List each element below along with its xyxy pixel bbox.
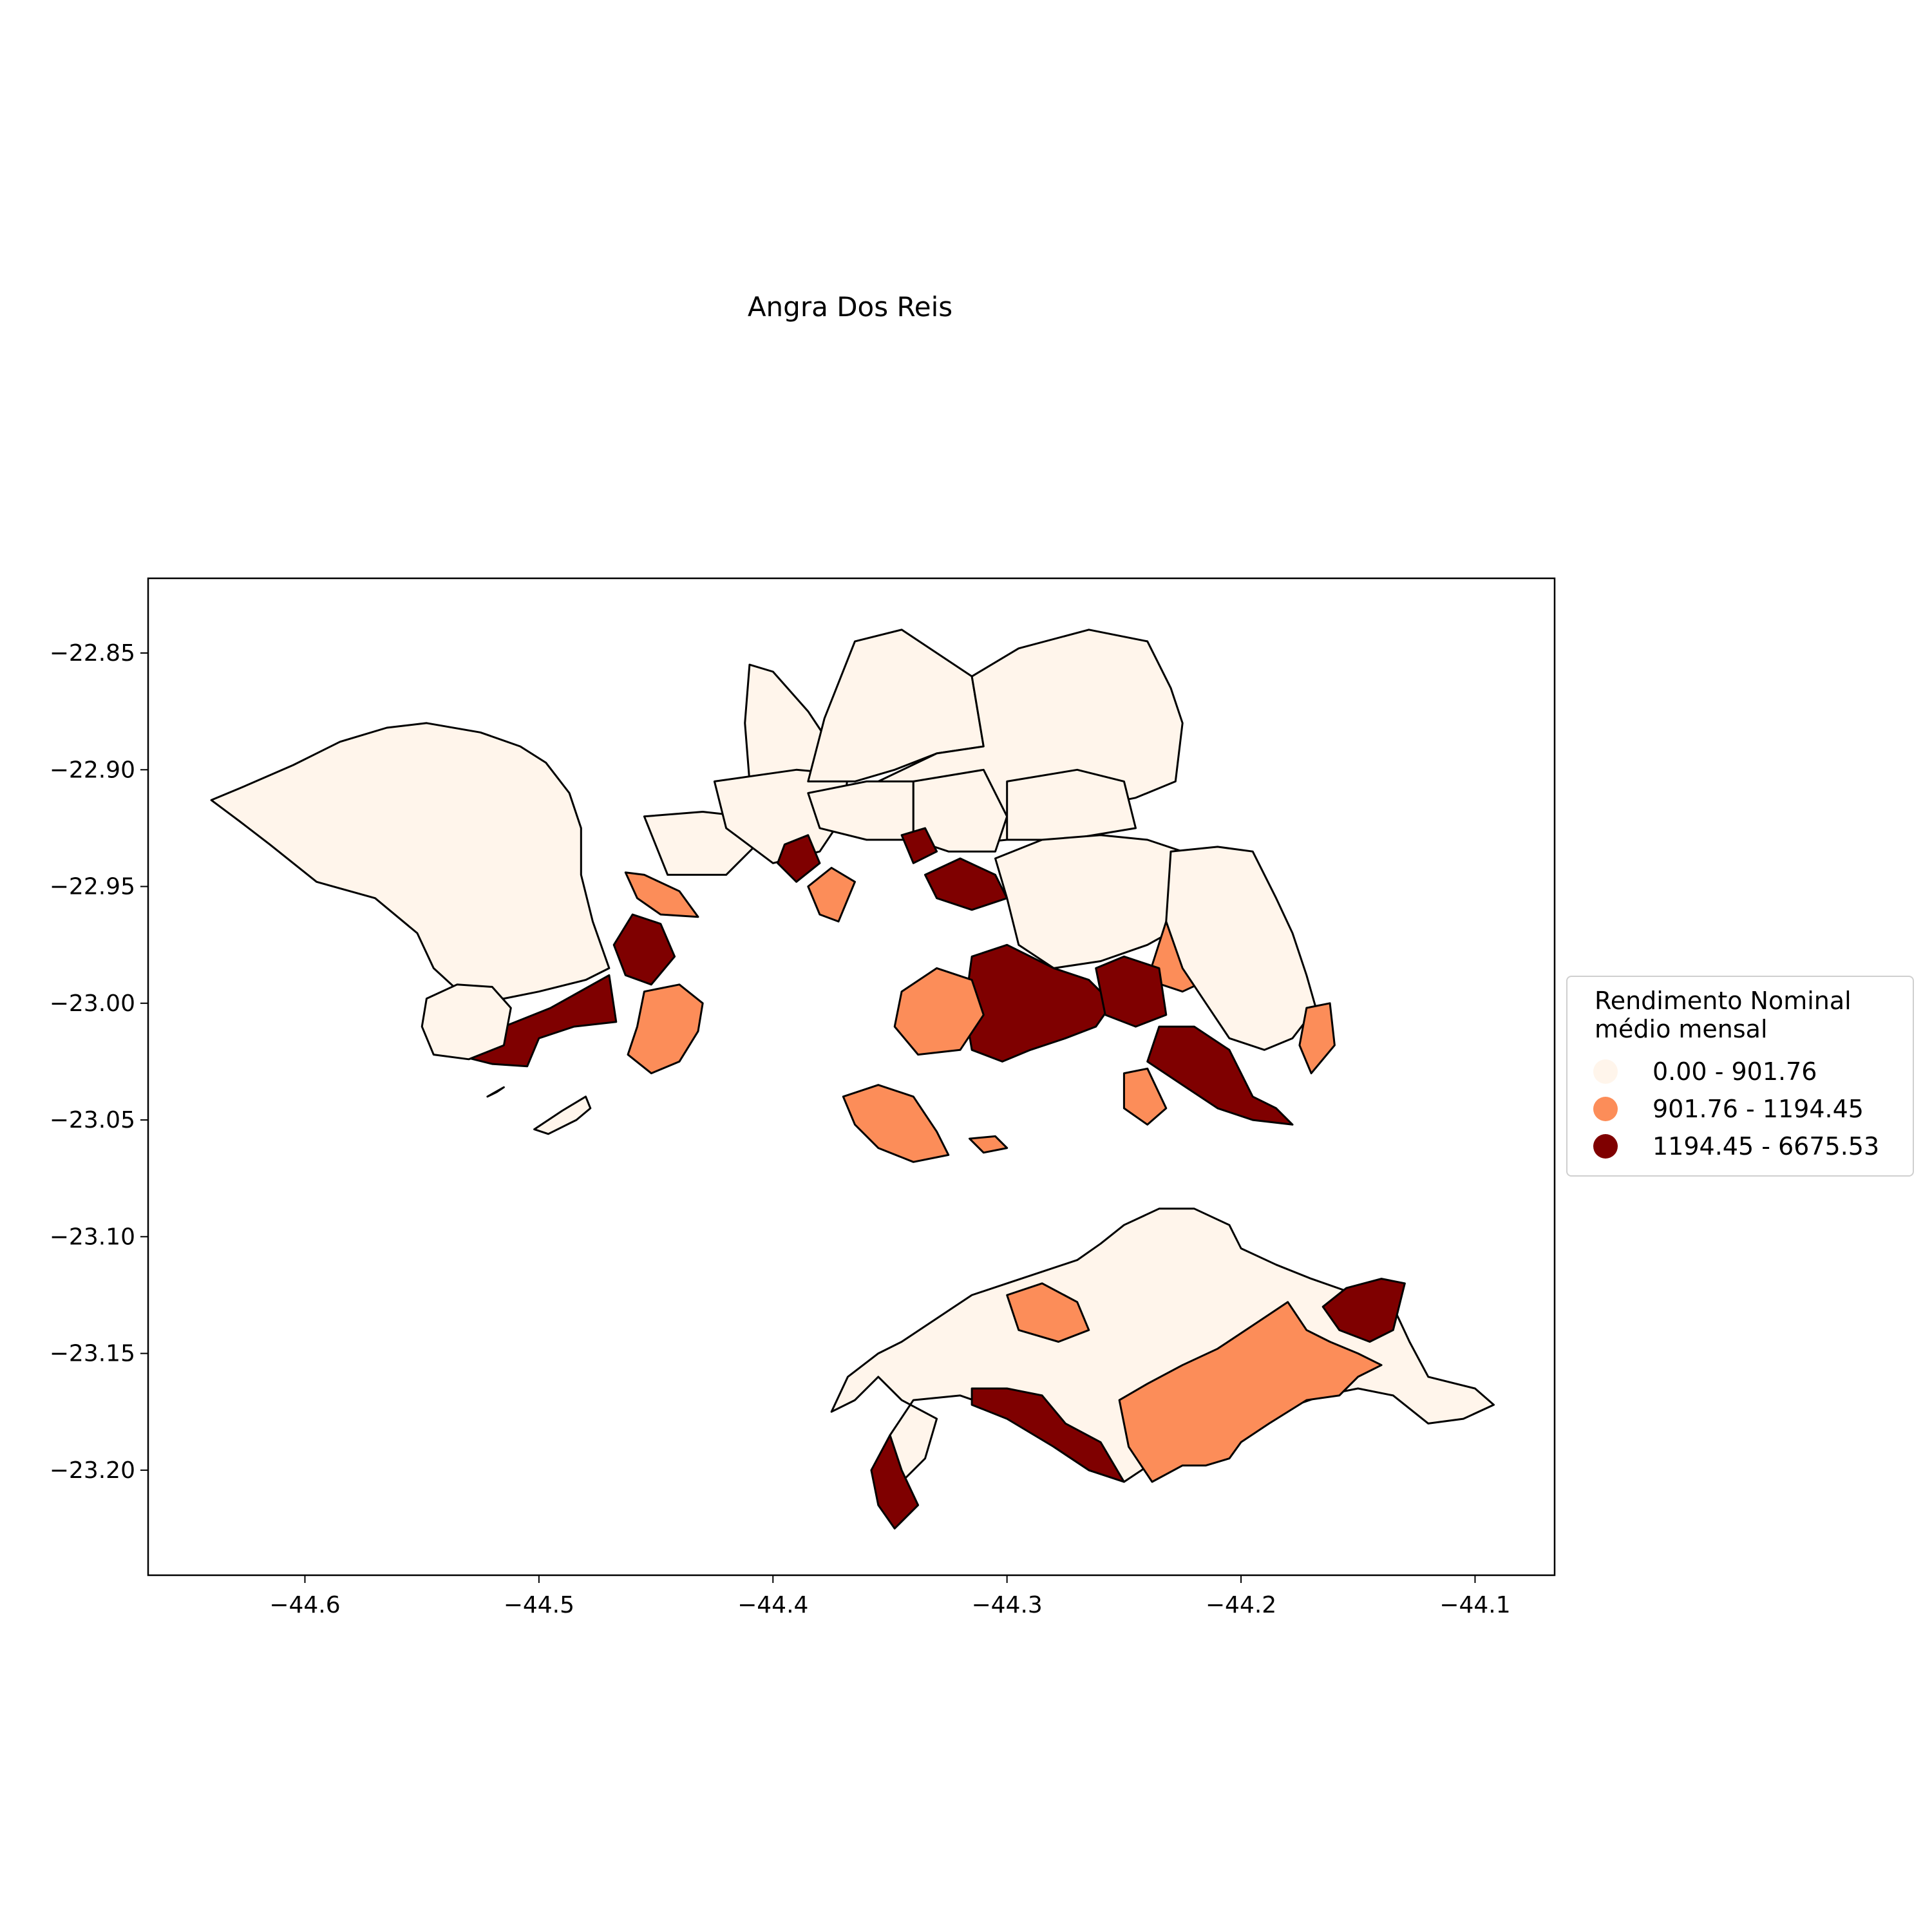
region-north-dark-2 bbox=[900, 827, 938, 864]
x-tick-label-4: −44.2 bbox=[1206, 1592, 1276, 1618]
legend-swatch-3 bbox=[1593, 1134, 1618, 1159]
legend-item-3: 1194.45 - 6675.53 bbox=[1593, 1128, 1879, 1165]
region-west-south-cluster bbox=[421, 983, 512, 1061]
x-tick-label-2: −44.4 bbox=[737, 1592, 808, 1618]
region-west-islet-1 bbox=[486, 1086, 505, 1098]
y-tick-label-4: −23.05 bbox=[50, 1107, 135, 1133]
legend-label-2: 901.76 - 1194.45 bbox=[1653, 1095, 1864, 1123]
region-central-west-dark bbox=[612, 913, 676, 986]
region-north-islands-orange bbox=[807, 867, 856, 923]
region-ilha-grande-dark-east bbox=[1321, 1278, 1406, 1343]
region-east-orange-c bbox=[1122, 1067, 1168, 1126]
legend-item-1: 0.00 - 901.76 bbox=[1593, 1053, 1817, 1090]
region-west-islet-2 bbox=[533, 1095, 592, 1135]
legend-swatch-2 bbox=[1593, 1097, 1618, 1121]
legend-title-line2: médio mensal bbox=[1595, 1015, 1768, 1043]
region-east-mainland bbox=[1165, 846, 1317, 1051]
x-tick-label-0: −44.6 bbox=[269, 1592, 340, 1618]
region-central-dark-north bbox=[924, 857, 1009, 911]
y-tick-label-0: −22.85 bbox=[50, 640, 135, 667]
y-tick-label-7: −23.20 bbox=[50, 1457, 135, 1484]
legend-label-1: 0.00 - 901.76 bbox=[1653, 1057, 1817, 1086]
region-west-mainland bbox=[210, 722, 611, 1000]
region-central-dark-cluster bbox=[963, 943, 1113, 1063]
region-central-west-island-orange bbox=[627, 983, 704, 1075]
axes-frame bbox=[147, 577, 1556, 1577]
region-ilha-grande-orange bbox=[1118, 1301, 1383, 1483]
legend-title-line1: Rendimento Nominal bbox=[1595, 987, 1852, 1015]
region-east-dark-b bbox=[1146, 1025, 1294, 1126]
legend: Rendimento Nominal médio mensal 0.00 - 9… bbox=[1566, 976, 1914, 1177]
region-central-west-orange bbox=[624, 871, 699, 918]
y-axis-ticks: −22.85 −22.90 −22.95 −23.00 −23.05 −23.10 −23.… bbox=[50, 640, 148, 1484]
x-tick-label-1: −44.5 bbox=[504, 1592, 574, 1618]
regions-layer bbox=[210, 629, 1495, 1530]
legend-item-2: 901.76 - 1194.45 bbox=[1593, 1090, 1864, 1128]
region-ilha-grande-dark-south bbox=[870, 1434, 920, 1530]
y-tick-label-5: −23.10 bbox=[50, 1224, 135, 1250]
region-north-mid-3 bbox=[1006, 768, 1137, 841]
region-north-dark-1 bbox=[777, 834, 821, 883]
y-tick-label-2: −22.95 bbox=[50, 874, 135, 900]
y-tick-label-1: −22.90 bbox=[50, 757, 135, 783]
region-ilha-grande-orange-small bbox=[1006, 1282, 1090, 1343]
x-tick-label-5: −44.1 bbox=[1439, 1592, 1510, 1618]
y-tick-label-6: −23.15 bbox=[50, 1341, 135, 1367]
y-tick-label-3: −23.00 bbox=[50, 990, 135, 1017]
x-axis-ticks: −44.6 −44.5 −44.4 −44.3 −44.2 −44.1 bbox=[269, 1575, 1511, 1618]
x-tick-label-3: −44.3 bbox=[971, 1592, 1042, 1618]
region-central-south-orange bbox=[842, 1084, 950, 1163]
region-south-islet-orange bbox=[969, 1135, 1009, 1154]
region-east-orange-b bbox=[1298, 1002, 1336, 1075]
region-ilha-grande-dark-west bbox=[971, 1387, 1125, 1483]
region-east-dark-a bbox=[1095, 955, 1168, 1028]
legend-label-3: 1194.45 - 6675.53 bbox=[1653, 1132, 1880, 1160]
legend-swatch-1 bbox=[1593, 1059, 1618, 1084]
map-title: Angra Dos Reis bbox=[747, 291, 953, 323]
region-central-islands-orange bbox=[893, 967, 985, 1056]
